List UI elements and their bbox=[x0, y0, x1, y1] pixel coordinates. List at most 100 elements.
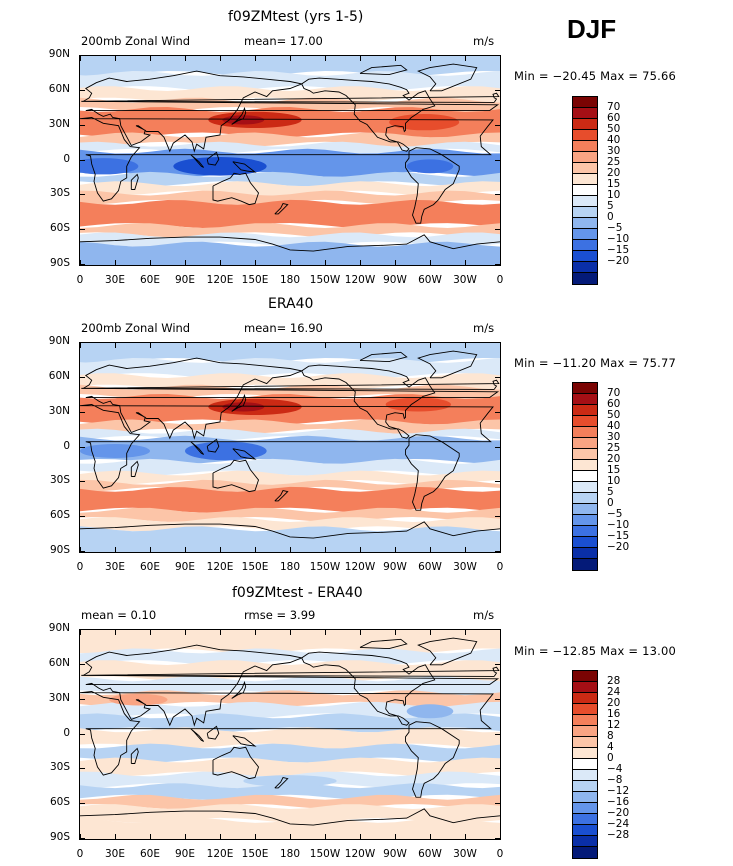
colorbar-swatch bbox=[573, 504, 597, 515]
contour-band bbox=[80, 794, 500, 809]
colorbar bbox=[572, 670, 598, 859]
colorbar-level-label: −20 bbox=[607, 255, 630, 267]
colorbar-swatch bbox=[573, 207, 597, 218]
tick-mark bbox=[220, 547, 221, 553]
tick-mark bbox=[115, 547, 116, 553]
tick-mark bbox=[185, 55, 186, 61]
colorbar-level-label: 25 bbox=[607, 156, 621, 168]
coastline bbox=[206, 725, 220, 740]
colorbar-swatch bbox=[573, 405, 597, 416]
tick-mark bbox=[495, 376, 501, 378]
contour-band bbox=[80, 701, 500, 719]
lon-tick-label: 90W bbox=[383, 561, 407, 573]
wind-core bbox=[222, 115, 265, 125]
coastline bbox=[206, 438, 220, 453]
contour-band bbox=[80, 223, 500, 238]
lat-tick-label: 90S bbox=[49, 544, 70, 556]
colorbar-swatch bbox=[573, 394, 597, 405]
contour-band bbox=[80, 648, 500, 665]
tick-mark bbox=[495, 342, 501, 343]
tick-mark bbox=[430, 547, 431, 553]
coastline bbox=[81, 92, 500, 103]
lat-tick-label: 90S bbox=[49, 257, 70, 269]
coastline bbox=[274, 776, 289, 789]
colorbar-level-label: −15 bbox=[607, 244, 630, 256]
lat-tick-label: 90N bbox=[48, 622, 70, 634]
minmax-label: Min = −11.20 Max = 75.77 bbox=[514, 356, 677, 370]
colorbar-swatch bbox=[573, 515, 597, 526]
tick-mark bbox=[79, 124, 85, 126]
tick-mark bbox=[80, 547, 81, 553]
panel-mean-label: mean= 16.90 bbox=[244, 321, 323, 335]
coastline bbox=[417, 63, 478, 92]
colorbar-level-label: −12 bbox=[607, 785, 630, 797]
colorbar bbox=[572, 96, 598, 285]
tick-mark bbox=[185, 629, 186, 635]
colorbar-level-label: 40 bbox=[607, 420, 621, 432]
tick-mark bbox=[290, 260, 291, 266]
coastline bbox=[81, 379, 500, 390]
tick-mark bbox=[80, 260, 81, 266]
lon-tick-label: 30E bbox=[105, 274, 125, 286]
panel-left-label: 200mb Zonal Wind bbox=[81, 34, 191, 48]
lon-tick-label: 0 bbox=[76, 561, 84, 573]
tick-mark bbox=[79, 516, 85, 518]
lat-tick-label: 60N bbox=[48, 656, 70, 669]
lon-tick-label: 60W bbox=[418, 848, 442, 860]
coastline bbox=[232, 161, 257, 173]
lat-tick-label: 60N bbox=[48, 369, 70, 382]
tick-mark bbox=[395, 834, 396, 840]
colorbar-level-label: −8 bbox=[607, 774, 623, 786]
tick-mark bbox=[79, 551, 85, 552]
lon-tick-label: 0 bbox=[76, 274, 84, 286]
tick-mark bbox=[79, 342, 85, 343]
tick-mark bbox=[495, 411, 501, 413]
wind-core bbox=[80, 158, 139, 175]
colorbar-level-label: −20 bbox=[607, 807, 630, 819]
coastline bbox=[81, 357, 500, 440]
coastline bbox=[130, 747, 139, 764]
map-plot bbox=[79, 342, 501, 553]
colorbar-level-label: 4 bbox=[607, 741, 614, 753]
tick-mark bbox=[79, 159, 85, 161]
contour-band bbox=[80, 470, 500, 485]
colorbar-level-label: −10 bbox=[607, 519, 630, 531]
lon-tick-label: 150E bbox=[241, 561, 269, 573]
map-plot bbox=[79, 629, 501, 840]
coastline bbox=[190, 728, 205, 742]
tick-mark bbox=[465, 834, 466, 840]
lon-tick-label: 150W bbox=[309, 274, 341, 286]
tick-mark bbox=[185, 342, 186, 348]
lat-tick-label: 90N bbox=[48, 335, 70, 347]
coastline bbox=[231, 106, 247, 125]
lat-tick-label: 60S bbox=[49, 222, 70, 235]
tick-mark bbox=[495, 629, 501, 630]
tick-mark bbox=[430, 55, 431, 61]
tick-mark bbox=[395, 55, 396, 61]
tick-mark bbox=[465, 260, 466, 266]
tick-mark bbox=[115, 55, 116, 61]
coastline bbox=[231, 680, 247, 699]
tick-mark bbox=[150, 834, 151, 840]
tick-mark bbox=[255, 834, 256, 840]
lon-tick-label: 30W bbox=[453, 561, 477, 573]
lon-tick-label: 90W bbox=[383, 848, 407, 860]
panel-units: m/s bbox=[473, 321, 495, 335]
contour-band bbox=[80, 190, 500, 205]
tick-mark bbox=[495, 89, 501, 91]
colorbar-swatch bbox=[573, 537, 597, 548]
tick-mark bbox=[465, 55, 466, 61]
tick-mark bbox=[465, 629, 466, 635]
tick-mark bbox=[255, 629, 256, 635]
lon-tick-label: 60E bbox=[140, 274, 160, 286]
coastline bbox=[232, 735, 257, 747]
colorbar-swatch bbox=[573, 196, 597, 207]
lon-tick-label: 60W bbox=[418, 561, 442, 573]
lat-tick-label: 60S bbox=[49, 509, 70, 522]
coastline bbox=[81, 644, 500, 727]
colorbar-swatch bbox=[573, 174, 597, 185]
tick-mark bbox=[290, 629, 291, 635]
tick-mark bbox=[79, 411, 85, 413]
coastline bbox=[301, 364, 436, 439]
tick-mark bbox=[150, 260, 151, 266]
